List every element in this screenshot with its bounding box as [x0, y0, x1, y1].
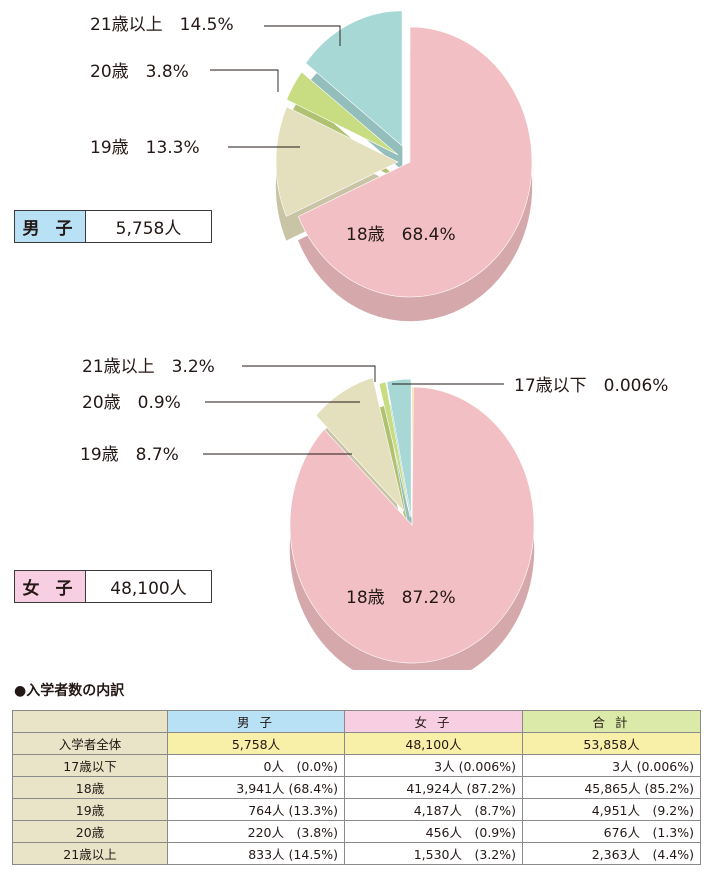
cell-total: 2,363人 (4.4%) [522, 842, 701, 865]
male-total-badge: 男 子 5,758人 [14, 210, 212, 243]
slice-label: 19歳 13.3% [90, 138, 200, 158]
leader-line [264, 25, 341, 46]
cell-female: 4,187人 (8.7%) [344, 798, 523, 821]
breakdown-table: 男 子 女 子 合 計 入学者全体 5,758人 48,100人 53,858人… [12, 710, 701, 865]
pie-slice-19歳 [275, 106, 399, 217]
leader-line [210, 69, 279, 92]
table-row: 20歳 220人 (3.8%) 456人 (0.9%) 676人 (1.3%) [12, 820, 701, 843]
slice-label: 20歳 3.8% [90, 62, 189, 82]
row-label: 20歳 [12, 820, 168, 843]
table-row: 18歳 3,941人 (68.4%) 41,924人 (87.2%) 45,86… [12, 776, 701, 799]
table-row: 21歳以上 833人 (14.5%) 1,530人 (3.2%) 2,363人 … [12, 842, 701, 865]
row-label: 入学者全体 [12, 732, 168, 755]
pie-slice-19歳 [315, 377, 405, 513]
leader-line [242, 365, 376, 382]
cell-male: 764人 (13.3%) [167, 798, 345, 821]
slice-label: 19歳 8.7% [80, 445, 179, 465]
cell-male: 5,758人 [167, 732, 345, 755]
slice-label: 18歳 87.2% [346, 588, 456, 608]
slice-label: 21歳以上 3.2% [82, 357, 215, 377]
cell-total: 4,951人 (9.2%) [522, 798, 701, 821]
male-badge-value: 5,758人 [115, 219, 182, 239]
cell-male: 0人 (0.0%) [167, 754, 345, 777]
slice-label: 20歳 0.9% [82, 393, 181, 413]
table-row: 17歳以下 0人 (0.0%) 3人 (0.006%) 3人 (0.006%) [12, 754, 701, 777]
cell-total: 3人 (0.006%) [522, 754, 701, 777]
cell-female: 456人 (0.9%) [344, 820, 523, 843]
cell-total: 45,865人 (85.2%) [522, 776, 701, 799]
cell-male: 833人 (14.5%) [167, 842, 345, 865]
cell-male: 220人 (3.8%) [167, 820, 345, 843]
cell-female: 41,924人 (87.2%) [344, 776, 523, 799]
slice-label: 17歳以下 0.006% [514, 376, 668, 396]
slice-label: 18歳 68.4% [346, 225, 456, 245]
header-total: 合 計 [522, 710, 701, 733]
table-header-row: 男 子 女 子 合 計 [12, 710, 701, 733]
charts-canvas: 18歳 68.4%19歳 13.3%20歳 3.8%21歳以上 14.5%18歳… [80, 10, 668, 670]
row-label: 21歳以上 [12, 842, 168, 865]
pie-slice-17歳以下 [411, 386, 414, 526]
female-badge-value: 48,100人 [110, 579, 187, 599]
pie-chart-male: 18歳 68.4% 19歳 13.3% 20歳 3.8% 21歳以上 14.5% [90, 10, 533, 322]
cell-male: 3,941人 (68.4%) [167, 776, 345, 799]
cell-female: 3人 (0.006%) [344, 754, 523, 777]
female-total-badge: 女 子 48,100人 [14, 570, 212, 603]
table-row: 入学者全体 5,758人 48,100人 53,858人 [12, 732, 701, 755]
row-label: 19歳 [12, 798, 168, 821]
table-corner-cell [12, 710, 168, 733]
cell-female: 48,100人 [344, 732, 523, 755]
table-title: ●入学者数の内訳 [14, 683, 125, 699]
pie-slice-21歳以上 [305, 10, 403, 147]
header-female: 女 子 [344, 710, 523, 733]
slice-label: 21歳以上 14.5% [90, 15, 234, 35]
row-label: 18歳 [12, 776, 168, 799]
pie-slice-21歳以上 [386, 378, 412, 518]
cell-total: 53,858人 [522, 732, 701, 755]
pie-slice-18歳 [297, 26, 533, 298]
pie-slice-20歳 [286, 71, 399, 156]
row-label: 17歳以下 [12, 754, 168, 777]
male-badge-label: 男 子 [15, 211, 86, 242]
pie-slice-20歳 [378, 381, 411, 518]
header-male: 男 子 [167, 710, 345, 733]
pie-chart-female: 18歳 87.2% 19歳 8.7% 20歳 0.9% 21歳以上 3.2% 17歳以下… [80, 357, 668, 670]
table-row: 19歳 764人 (13.3%) 4,187人 (8.7%) 4,951人 (9… [12, 798, 701, 821]
cell-female: 1,530人 (3.2%) [344, 842, 523, 865]
female-badge-label: 女 子 [15, 571, 86, 602]
cell-total: 676人 (1.3%) [522, 820, 701, 843]
